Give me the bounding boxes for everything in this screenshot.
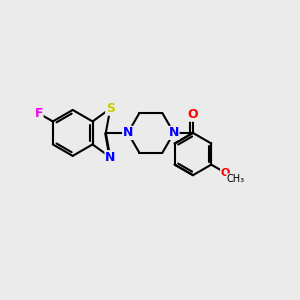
Text: N: N: [169, 126, 179, 140]
Text: N: N: [123, 126, 133, 140]
Text: S: S: [106, 102, 115, 115]
Text: O: O: [220, 168, 230, 178]
Text: N: N: [105, 151, 116, 164]
Text: O: O: [188, 108, 198, 121]
Text: CH₃: CH₃: [227, 174, 245, 184]
Text: F: F: [34, 107, 43, 120]
